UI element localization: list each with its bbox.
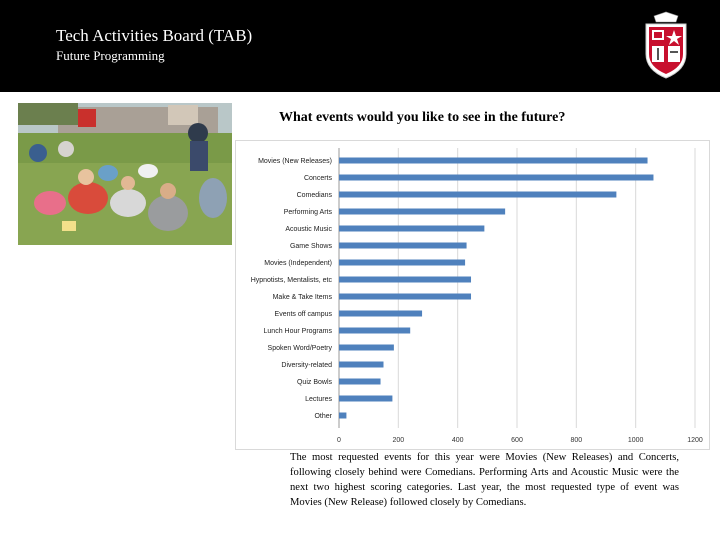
chart-bar: [339, 276, 472, 283]
chart-bar: [339, 174, 654, 181]
chart-category-label: Movies (Independent): [264, 260, 332, 267]
chart-category-label: Acoustic Music: [285, 226, 332, 233]
chart-category-label: Quiz Bowls: [297, 379, 333, 386]
chart-category-label: Game Shows: [290, 243, 333, 250]
chart-x-tick-label: 400: [452, 437, 464, 444]
summary-paragraph: The most requested events for this year …: [290, 452, 679, 508]
chart-category-label: Other: [314, 413, 332, 420]
chart-bar: [339, 242, 467, 249]
chart-x-tick-label: 1200: [687, 437, 703, 444]
chart-bar: [339, 208, 506, 215]
page-subtitle: Future Programming: [56, 48, 165, 63]
chart-bar: [339, 225, 485, 232]
chart-bar: [339, 344, 394, 351]
chart-x-tick-label: 200: [392, 437, 404, 444]
chart-category-label: Performing Arts: [284, 209, 333, 216]
chart-category-label: Events off campus: [275, 311, 333, 318]
chart-category-labels: Movies (New Releases) Concerts Comedians Pe…: [251, 158, 333, 420]
chart-bars: [339, 157, 654, 419]
chart-x-tick-label: 800: [570, 437, 582, 444]
chart-x-tick-labels: 0 200 400 600 800 1000 1200: [337, 437, 703, 444]
university-crest-icon: [645, 11, 687, 79]
chart-x-tick-label: 0: [337, 437, 341, 444]
page-title: Tech Activities Board (TAB): [56, 26, 253, 45]
chart-bar: [339, 412, 347, 419]
chart-category-label: Hypnotists, Mentalists, etc: [251, 277, 333, 284]
students-on-lawn-photo: [18, 103, 232, 245]
chart-x-tick-label: 1000: [628, 437, 644, 444]
chart-bar: [339, 361, 384, 368]
chart-category-label: Concerts: [304, 175, 333, 182]
header-bar: Tech Activities Board (TAB) Future Progr…: [0, 0, 720, 92]
chart-category-label: Movies (New Releases): [258, 158, 332, 165]
chart-bar: [339, 191, 617, 198]
chart-category-label: Spoken Word/Poetry: [268, 345, 333, 352]
chart-category-label: Diversity-related: [281, 362, 332, 369]
chart-bar: [339, 310, 423, 317]
events-bar-chart: Movies (New Releases) Concerts Comedians Pe…: [235, 140, 710, 450]
chart-bar: [339, 327, 411, 334]
chart-category-label: Lunch Hour Programs: [264, 328, 333, 335]
chart-bar: [339, 395, 393, 402]
chart-bar: [339, 293, 472, 300]
chart-bar: [339, 157, 648, 164]
chart-x-tick-label: 600: [511, 437, 523, 444]
chart-category-label: Comedians: [297, 192, 333, 199]
chart-category-label: Lectures: [305, 396, 332, 403]
chart-question: What events would you like to see in the…: [279, 110, 566, 125]
chart-bar: [339, 378, 381, 385]
chart-bar: [339, 259, 466, 266]
chart-category-label: Make & Take Items: [273, 294, 333, 301]
